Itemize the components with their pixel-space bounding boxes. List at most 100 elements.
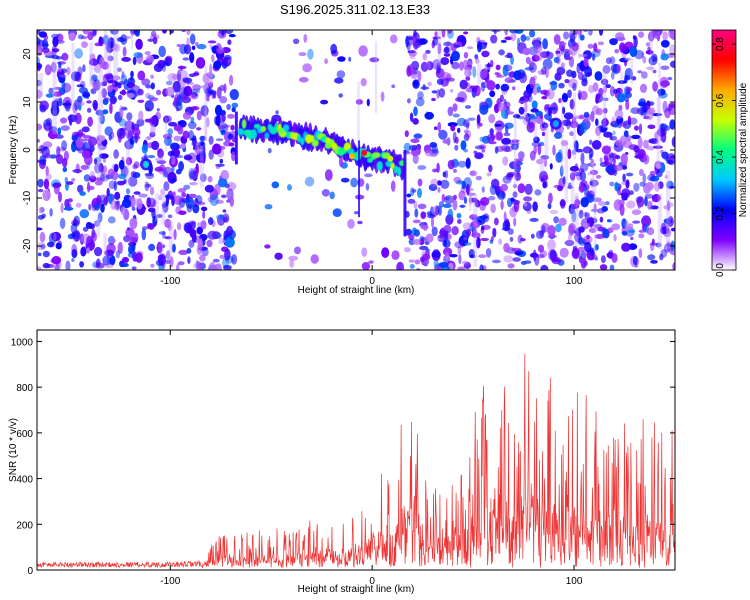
signal-edge-left bbox=[234, 111, 238, 165]
heatmap-cell bbox=[669, 119, 675, 130]
heatmap-cell bbox=[664, 174, 669, 179]
heatmap-cell bbox=[167, 72, 177, 82]
heatmap-cell bbox=[171, 243, 176, 253]
heatmap-cell bbox=[157, 148, 164, 159]
heatmap-cell bbox=[524, 183, 533, 195]
heatmap-cell bbox=[603, 117, 608, 127]
heatmap-cell bbox=[474, 58, 480, 64]
heatmap-cell bbox=[447, 122, 458, 127]
heatmap-cell bbox=[324, 58, 328, 65]
heatmap-cell bbox=[441, 193, 445, 203]
heatmap-cell bbox=[583, 111, 590, 119]
heatmap-cell bbox=[502, 156, 509, 166]
heatmap-streak bbox=[113, 30, 119, 80]
signal-blob bbox=[237, 128, 245, 136]
heatmap-cell bbox=[85, 221, 93, 229]
heatmap-cell bbox=[672, 262, 675, 270]
heatmap-streak bbox=[97, 115, 102, 178]
heatmap-cell bbox=[162, 30, 167, 34]
heatmap-cell bbox=[471, 232, 481, 238]
heatmap-cell bbox=[586, 72, 592, 77]
heatmap-cell bbox=[442, 139, 450, 144]
heatmap-cell bbox=[638, 248, 643, 259]
heatmap-cell bbox=[635, 196, 643, 204]
heatmap-cell bbox=[41, 47, 50, 53]
heatmap-cell bbox=[332, 208, 342, 218]
heatmap-cell bbox=[208, 149, 214, 160]
heatmap-cell bbox=[431, 97, 436, 102]
heatmap-cell bbox=[381, 247, 390, 258]
heatmap-cell bbox=[88, 58, 99, 66]
y-tick-label: 0 bbox=[22, 147, 33, 153]
heatmap-cell bbox=[567, 89, 572, 99]
heatmap-cell bbox=[588, 30, 593, 36]
heatmap-streak bbox=[513, 114, 517, 187]
heatmap-cell bbox=[655, 163, 662, 169]
heatmap-cell bbox=[102, 255, 112, 266]
heatmap-cell bbox=[414, 208, 419, 218]
spectrogram-x-label: Height of straight line (km) bbox=[298, 285, 415, 296]
heatmap-cell bbox=[96, 194, 102, 206]
heatmap-cell bbox=[227, 39, 232, 45]
heatmap-cell bbox=[175, 102, 183, 112]
heatmap-cell bbox=[514, 158, 524, 162]
heatmap-cell bbox=[196, 221, 206, 228]
heatmap-streak bbox=[98, 70, 104, 121]
heatmap-cell bbox=[227, 59, 232, 63]
heatmap-cell bbox=[579, 114, 585, 120]
heatmap-cell bbox=[442, 247, 453, 256]
heatmap-cell bbox=[577, 226, 585, 233]
heatmap-cell bbox=[216, 214, 225, 220]
heatmap-cell bbox=[366, 98, 370, 107]
heatmap-cell bbox=[197, 237, 203, 250]
heatmap-streak bbox=[578, 30, 581, 59]
heatmap-cell bbox=[163, 181, 170, 192]
heatmap-cell bbox=[498, 102, 506, 112]
heatmap-cell bbox=[479, 200, 487, 211]
colorbar-tick-label: 0.4 bbox=[715, 150, 726, 164]
y-tick-label: 600 bbox=[16, 429, 33, 440]
heatmap-cell bbox=[413, 133, 423, 139]
heatmap-streak bbox=[534, 123, 538, 141]
heatmap-cell bbox=[459, 79, 468, 90]
heatmap-cell bbox=[558, 177, 566, 189]
heatmap-cell bbox=[564, 239, 575, 247]
heatmap-cell bbox=[584, 241, 592, 253]
heatmap-cell bbox=[517, 183, 526, 194]
heatmap-cell bbox=[547, 239, 556, 251]
heatmap-cell bbox=[468, 195, 473, 205]
heatmap-cell bbox=[503, 146, 510, 152]
heatmap-cell bbox=[117, 82, 122, 89]
heatmap-cell bbox=[42, 250, 50, 258]
heatmap-cell bbox=[489, 90, 496, 98]
heatmap-cell bbox=[189, 182, 198, 186]
heatmap-cell bbox=[199, 173, 207, 182]
heatmap-cell bbox=[43, 178, 50, 190]
heatmap-cell bbox=[512, 184, 518, 189]
heatmap-cell bbox=[488, 114, 496, 124]
heatmap-cell bbox=[117, 94, 123, 101]
heatmap-cell bbox=[80, 164, 89, 170]
heatmap-cell bbox=[443, 41, 453, 47]
heatmap-cell bbox=[177, 120, 182, 125]
heatmap-cell bbox=[57, 127, 62, 136]
heatmap-cell bbox=[97, 212, 103, 223]
heatmap-cell bbox=[461, 260, 469, 265]
heatmap-cell bbox=[480, 215, 488, 220]
heatmap-cell bbox=[445, 251, 449, 261]
snr-series-line bbox=[37, 353, 675, 569]
heatmap-cell bbox=[490, 133, 496, 141]
heatmap-cell bbox=[532, 42, 543, 53]
heatmap-cell bbox=[408, 144, 418, 151]
heatmap-cell bbox=[337, 56, 346, 62]
heatmap-cell bbox=[51, 256, 62, 265]
heatmap-cell bbox=[629, 117, 638, 125]
signal-peak bbox=[361, 149, 368, 156]
heatmap-cell bbox=[568, 182, 572, 187]
heatmap-streak bbox=[586, 30, 591, 35]
heatmap-cell bbox=[645, 42, 651, 47]
heatmap-cell bbox=[449, 254, 458, 258]
heatmap-cell bbox=[652, 145, 663, 149]
heatmap-cell bbox=[626, 87, 632, 92]
